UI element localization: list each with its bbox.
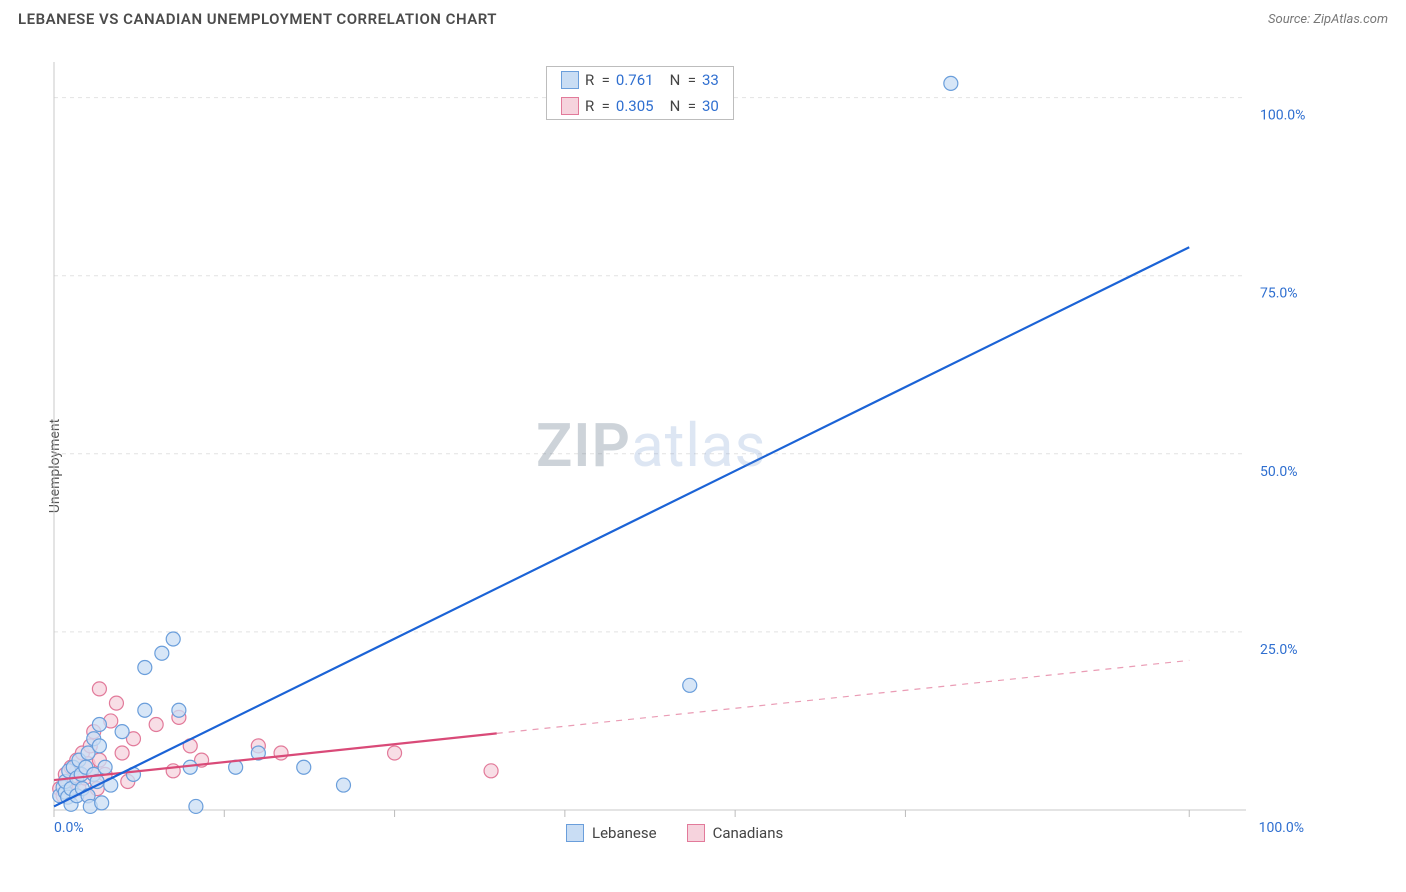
n-value-canadians: 30 — [702, 97, 719, 115]
r-value-canadians: 0.305 — [616, 97, 654, 115]
swatch-canadians — [561, 97, 579, 115]
n-label: N = — [670, 97, 696, 115]
n-label: N = — [670, 71, 696, 89]
legend-label-canadians: Canadians — [713, 824, 784, 842]
source-name: ZipAtlas.com — [1313, 12, 1388, 27]
swatch-canadians — [687, 824, 705, 842]
stats-row-canadians: R = 0.305 N = 30 — [547, 93, 733, 119]
source-prefix: Source: — [1268, 12, 1313, 27]
legend-label-lebanese: Lebanese — [592, 824, 657, 842]
swatch-lebanese — [566, 824, 584, 842]
svg-text:25.0%: 25.0% — [1260, 642, 1298, 658]
series-legend: Lebanese Canadians — [566, 824, 783, 842]
r-value-lebanese: 0.761 — [616, 71, 654, 89]
svg-text:0.0%: 0.0% — [54, 820, 84, 836]
r-label: R = — [585, 71, 610, 89]
legend-item-canadians: Canadians — [687, 824, 784, 842]
stats-legend: R = 0.761 N = 33 R = 0.305 N = 30 — [546, 66, 734, 120]
legend-item-lebanese: Lebanese — [566, 824, 657, 842]
swatch-lebanese — [561, 71, 579, 89]
svg-text:75.0%: 75.0% — [1260, 286, 1298, 302]
n-value-lebanese: 33 — [702, 71, 719, 89]
chart-container: Unemployment 25.0%50.0%75.0%100.0%0.0%10… — [0, 40, 1406, 892]
svg-text:100.0%: 100.0% — [1260, 108, 1305, 124]
svg-text:50.0%: 50.0% — [1260, 464, 1298, 480]
r-label: R = — [585, 97, 610, 115]
stats-row-lebanese: R = 0.761 N = 33 — [547, 67, 733, 93]
svg-text:100.0%: 100.0% — [1259, 820, 1304, 836]
plot-svg: 25.0% 50.0% 75.0% 100.0% 0.0% 100.0% — [46, 60, 1316, 840]
chart-title: LEBANESE VS CANADIAN UNEMPLOYMENT CORREL… — [18, 10, 497, 28]
scatter-plot: 25.0%50.0%75.0%100.0%0.0%100.0% ZIPatlas… — [46, 60, 1316, 840]
source-attribution: Source: ZipAtlas.com — [1268, 12, 1388, 27]
